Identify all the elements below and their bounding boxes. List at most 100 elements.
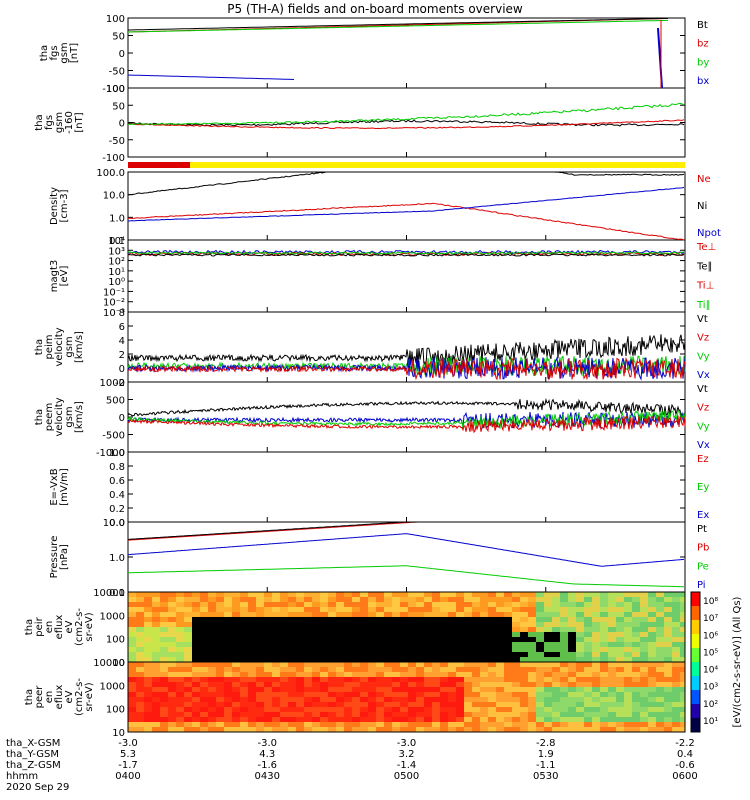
- xtick-label: 0500: [394, 771, 419, 782]
- ylabel-peer: sr-eV): [84, 682, 95, 711]
- ylabel-peir: sr-eV): [84, 612, 95, 641]
- ytick-label: 4: [119, 336, 125, 347]
- ytick-label: 0.4: [109, 490, 125, 501]
- ytick-label: 50: [112, 32, 125, 43]
- ytick-label: 0.8: [109, 462, 125, 473]
- series-peim-vz: [127, 356, 686, 381]
- ytick-label: 10000: [93, 588, 125, 599]
- panel-frame-density: [127, 171, 686, 241]
- ylabel-fgs_dc: -160: [64, 111, 75, 134]
- ytick-label: 0.0: [109, 518, 125, 529]
- series-pi: [127, 533, 685, 567]
- ytick-label: 50: [112, 101, 125, 112]
- legend-peem_v-Vz: Vz: [697, 403, 709, 414]
- ylabel-efield: [mV/m]: [59, 468, 70, 506]
- series-te-par: [127, 253, 685, 257]
- ylabel-peim_v: [km/s]: [74, 331, 85, 363]
- ytick-label: 1000: [100, 378, 125, 389]
- ytick-label: 10: [112, 728, 125, 739]
- series-peem-vy: [127, 410, 686, 430]
- colorbar-tick: 10⁷: [703, 614, 718, 624]
- series-dc-red: [127, 119, 685, 130]
- series-dc-green: [127, 102, 685, 126]
- ylabel-density: [cm-3]: [59, 189, 70, 222]
- ytick-label: 2: [119, 350, 125, 361]
- xtick-label: -3.0: [118, 738, 138, 749]
- ytick-label: -50: [109, 67, 125, 78]
- xtick-label: -3.0: [397, 738, 417, 749]
- series-dc-black: [127, 119, 685, 127]
- legend-peem_v-Vy: Vy: [697, 421, 710, 432]
- colorbar-tick: 10⁴: [703, 666, 718, 676]
- series-npot: [127, 186, 685, 222]
- legend-fgs-bx: bx: [697, 76, 709, 87]
- panel-frame-efield: [127, 451, 686, 523]
- heatmap-peir: [128, 592, 685, 662]
- series-bt: [128, 17, 668, 31]
- legend-peem_v-Vx: Vx: [697, 440, 710, 451]
- ytick-label: 1.0: [109, 448, 125, 459]
- xtick-label: 0400: [115, 771, 140, 782]
- xtick-label: 0530: [533, 771, 558, 782]
- ytick-label: 500: [106, 396, 125, 407]
- ytick-label: -100: [102, 84, 125, 95]
- legend-fgs-bz: bz: [697, 39, 709, 50]
- ylabel-peir: (cm2-s-: [74, 608, 85, 646]
- ytick-label: 10: [112, 658, 125, 669]
- series-pt: [127, 521, 450, 540]
- ytick-label: -1000: [96, 448, 125, 459]
- colorbar-tick: 10¹: [703, 717, 718, 727]
- legend-efield-Ex: Ex: [697, 510, 709, 521]
- ylabel-temp: [eV]: [59, 266, 70, 287]
- ylabel-peer: tha: [24, 689, 35, 705]
- xtick-label: 0600: [672, 771, 697, 782]
- ytick-label: 100: [106, 705, 125, 716]
- ylabel-peir: tha: [24, 619, 35, 635]
- colorbar-label: [eV/(cm2-s-sr-eV)] (All Qs): [732, 596, 743, 727]
- xrow-label-hhmm: hhmm: [6, 771, 39, 782]
- series-pe: [127, 565, 685, 588]
- legend-temp-Ti⊥: Ti⊥: [696, 281, 714, 292]
- ytick-label: 0: [119, 49, 125, 60]
- ylabel-peer: peer: [34, 685, 45, 709]
- legend-pressure-Pb: Pb: [697, 543, 709, 554]
- series-ni: [127, 171, 685, 196]
- ylabel-fgs_dc: fgs: [44, 115, 55, 130]
- ytick-label: -500: [102, 431, 125, 442]
- ylabel-peir: en: [44, 621, 55, 634]
- ytick-label: 10²: [108, 257, 125, 268]
- ytick-label: 10⁻²: [103, 298, 125, 309]
- ytick-label: 100: [106, 84, 125, 95]
- ytick-label: 0: [119, 119, 125, 130]
- ytick-label: 0.2: [109, 504, 125, 515]
- ytick-label: 10.0: [103, 191, 125, 202]
- series-peim-vt: [127, 334, 686, 366]
- ylabel-temp: magt3: [49, 260, 60, 293]
- ytick-label: 10⁴: [108, 236, 125, 247]
- xtick-label: 3.2: [399, 749, 415, 760]
- xtick-label: -2.8: [536, 738, 556, 749]
- series-ti-par: [127, 251, 684, 255]
- colorbar-tick: 10³: [703, 683, 718, 693]
- ytick-label: -100: [102, 153, 125, 164]
- ylabel-peir: eflux: [54, 615, 65, 640]
- colorbar-tick: 10⁵: [703, 648, 718, 658]
- ytick-label: 10⁰: [108, 277, 125, 288]
- legend-efield-Ez: Ez: [697, 454, 709, 465]
- ytick-label: 10000: [93, 658, 125, 669]
- legend-efield-Ey: Ey: [697, 482, 709, 493]
- xtick-label: 1.9: [538, 749, 554, 760]
- ylabel-peer: en: [44, 691, 55, 704]
- xtick-label: -3.0: [257, 738, 277, 749]
- colorbar: [691, 592, 700, 733]
- series-pb: [127, 521, 450, 541]
- legend-density-Npot: Npot: [697, 228, 721, 239]
- ytick-label: 0: [119, 364, 125, 375]
- ytick-label: 0.1: [109, 588, 125, 599]
- ytick-label: 10⁻¹: [103, 287, 125, 298]
- ytick-label: 10.0: [103, 518, 125, 529]
- ylabel-peem_v: gsm: [64, 406, 75, 427]
- legend-temp-Te∥: Te∥: [696, 261, 713, 272]
- ytick-label: 8: [119, 308, 125, 319]
